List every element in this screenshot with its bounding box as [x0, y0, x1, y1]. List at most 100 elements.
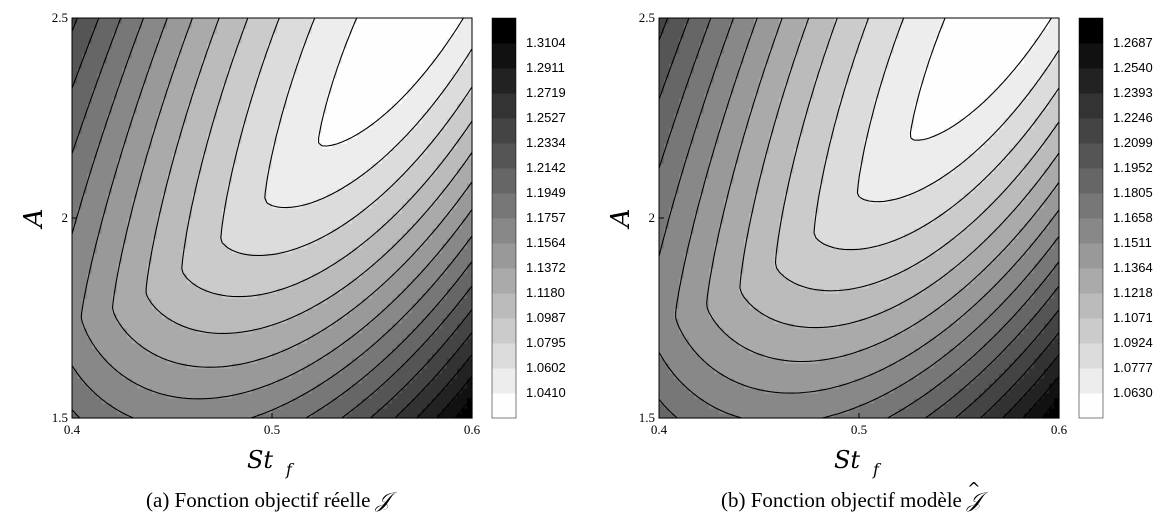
contour-cell: [107, 288, 113, 294]
contour-cell: [262, 263, 268, 269]
contour-cell: [262, 328, 268, 334]
contour-cell: [347, 393, 353, 399]
contour-cell: [212, 213, 218, 219]
contour-cell: [192, 148, 198, 154]
contour-cell: [147, 178, 153, 184]
contour-cell: [402, 268, 408, 274]
contour-cell: [137, 223, 143, 229]
contour-cell: [167, 203, 173, 209]
contour-cell: [277, 218, 283, 224]
contour-cell: [97, 138, 103, 144]
contour-cell: [147, 208, 153, 214]
contour-cell: [217, 348, 223, 354]
contour-cell: [462, 208, 468, 214]
contour-cell: [232, 218, 238, 224]
contour-cell: [462, 363, 468, 369]
contour-cell: [447, 173, 453, 179]
contour-cell: [257, 168, 263, 174]
contour-cell: [327, 133, 333, 139]
contour-cell: [377, 228, 383, 234]
contour-cell: [177, 398, 183, 404]
contour-cell: [407, 328, 413, 334]
contour-cell: [422, 243, 428, 249]
contour-cell: [287, 393, 293, 399]
contour-cell: [347, 148, 353, 154]
contour-cell: [402, 293, 408, 299]
contour-cell: [247, 148, 253, 154]
contour-cell: [97, 108, 103, 114]
contour-cell: [97, 313, 103, 319]
contour-cell: [97, 253, 103, 259]
contour-cell: [332, 123, 338, 129]
contour-cell: [292, 278, 298, 284]
contour-cell: [187, 158, 193, 164]
contour-cell: [277, 223, 283, 229]
contour-cell: [92, 288, 98, 294]
contour-cell: [277, 253, 283, 259]
contour-cell: [417, 353, 423, 359]
contour-cell: [252, 108, 258, 114]
contour-cell: [112, 253, 118, 259]
contour-cell: [247, 253, 253, 259]
contour-cell: [92, 333, 98, 339]
contour-cell: [292, 133, 298, 139]
contour-cell: [212, 288, 218, 294]
contour-cell: [307, 158, 313, 164]
contour-cell: [417, 173, 423, 179]
contour-cell: [307, 393, 313, 399]
contour-cell: [442, 238, 448, 244]
contour-cell: [292, 333, 298, 339]
contour-cell: [272, 368, 278, 374]
contour-cell: [212, 193, 218, 199]
contour-cell: [442, 413, 448, 419]
contour-cell: [412, 388, 418, 394]
contour-cell: [392, 318, 398, 324]
contour-cell: [462, 198, 468, 204]
contour-cell: [357, 403, 363, 409]
contour-cell: [372, 408, 378, 414]
contour-cell: [322, 158, 328, 164]
contour-cell: [417, 113, 423, 119]
contour-cell: [142, 263, 148, 269]
contour-cell: [97, 388, 103, 394]
contour-cell: [447, 248, 453, 254]
contour-cell: [312, 123, 318, 129]
contour-cell: [422, 353, 428, 359]
contour-cell: [277, 248, 283, 254]
contour-cell: [282, 413, 288, 419]
contour-cell: [132, 193, 138, 199]
contour-cell: [372, 338, 378, 344]
contour-cell: [272, 318, 278, 324]
contour-cell: [242, 388, 248, 394]
contour-cell: [442, 388, 448, 394]
contour-cell: [187, 378, 193, 384]
contour-cell: [402, 363, 408, 369]
contour-cell: [337, 358, 343, 364]
contour-cell: [122, 413, 128, 419]
contour-cell: [412, 213, 418, 219]
contour-cell: [372, 183, 378, 189]
contour-cell: [112, 158, 118, 164]
contour-cell: [222, 133, 228, 139]
contour-cell: [122, 143, 128, 149]
contour-cell: [402, 338, 408, 344]
contour-cell: [352, 328, 358, 334]
contour-cell: [112, 348, 118, 354]
contour-cell: [87, 383, 93, 389]
contour-cell: [72, 123, 78, 129]
contour-cell: [122, 203, 128, 209]
contour-cell: [332, 343, 338, 349]
contour-cell: [217, 123, 223, 129]
contour-cell: [417, 198, 423, 204]
contour-cell: [212, 108, 218, 114]
contour-cell: [267, 383, 273, 389]
contour-cell: [332, 113, 338, 119]
contour-cell: [82, 368, 88, 374]
contour-cell: [72, 118, 78, 124]
contour-cell: [77, 283, 83, 289]
contour-cell: [122, 378, 128, 384]
contour-cell: [147, 193, 153, 199]
contour-cell: [367, 383, 373, 389]
contour-cell: [212, 273, 218, 279]
contour-cell: [452, 163, 458, 169]
